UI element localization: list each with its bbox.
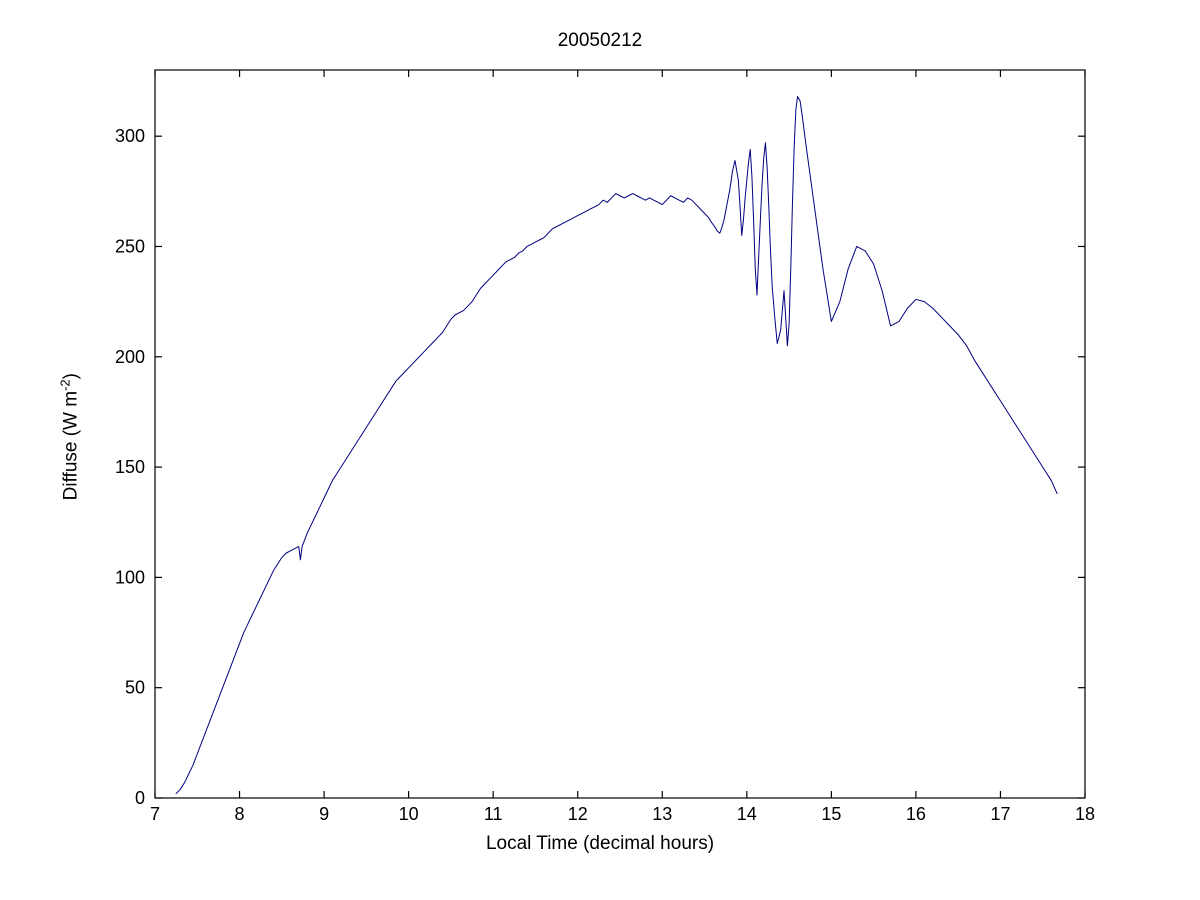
x-axis-tick-label: 14 [737,804,757,824]
y-axis-tick-label: 200 [115,347,145,367]
plot-box-frame [154,69,1086,799]
page-title: 20050212 [557,30,643,51]
x-axis-tick-label: 9 [319,804,329,824]
x-axis-tick-label: 13 [652,804,672,824]
x-axis-tick-label: 15 [821,804,841,824]
y-axis-tick-label: 300 [115,126,145,146]
y-axis-tick-label: 0 [135,788,145,808]
x-axis-tick-label: 18 [1075,804,1095,824]
x-axis-tick-label: 12 [568,804,588,824]
y-axis-label: Diffuse (W m-2) [57,373,82,501]
x-axis-tick-label: 17 [990,804,1010,824]
y-axis-tick-label: 50 [125,678,145,698]
y-axis-tick-label: 250 [115,236,145,256]
x-axis-label: Local Time (decimal hours) [485,833,715,854]
x-axis-tick-label: 11 [484,804,503,824]
x-axis-tick-label: 10 [399,804,419,824]
y-axis-tick-label: 100 [115,567,145,587]
x-axis-tick-label: 7 [150,804,160,824]
x-axis-tick-label: 8 [235,804,245,824]
y-axis-tick-label: 150 [115,457,145,477]
data-series-line [175,95,1058,795]
x-axis-tick-label: 16 [906,804,926,824]
